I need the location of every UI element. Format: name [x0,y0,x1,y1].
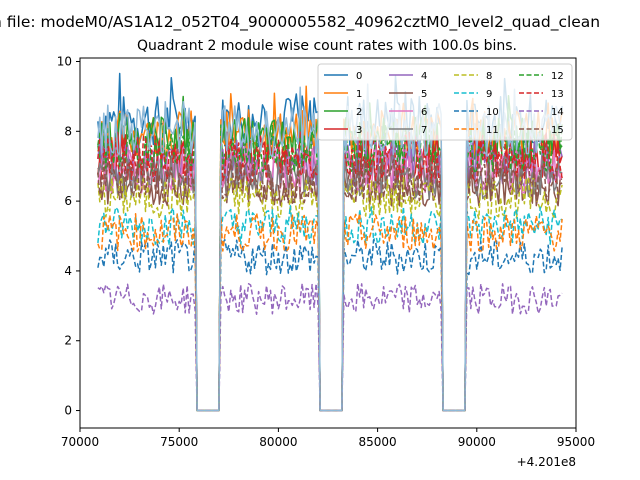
legend-label: 9 [486,89,492,100]
legend-label: 10 [486,107,499,118]
figure-suptitle: n file: modeM0/AS1A12_052T04_9000005582_… [0,13,600,32]
legend-label: 5 [421,89,427,100]
x-tick-label: 95000 [557,435,595,449]
series-line-8 [97,175,563,412]
x-tick-label: 75000 [160,435,198,449]
legend-label: 3 [356,125,362,136]
x-tick-label: 80000 [259,435,297,449]
legend-label: 2 [356,107,362,118]
legend-label: 11 [486,125,499,136]
series-line-11 [97,212,563,412]
series-line-10 [97,238,563,412]
legend-label: 0 [356,71,362,82]
series-line-14 [97,282,563,412]
plot-area [97,72,563,412]
legend-label: 14 [551,107,564,118]
legend-label: 1 [356,89,362,100]
y-tick-label: 2 [64,334,72,348]
legend-box [317,63,573,141]
x-tick-label: 85000 [359,435,397,449]
x-tick-label: 90000 [458,435,496,449]
x-offset-label: +4.201e8 [517,455,576,469]
legend-label: 7 [421,125,427,136]
legend-label: 4 [421,71,427,82]
legend-label: 12 [551,71,564,82]
x-axis-ticks: 70000 75000 80000 85000 90000 95000 [61,428,595,449]
axes-frame [79,57,577,429]
y-tick-label: 8 [64,124,72,138]
y-tick-label: 4 [64,264,72,278]
legend-label: 8 [486,71,492,82]
y-axis-ticks: 0 2 4 6 8 10 [57,54,80,418]
chart-title: Quadrant 2 module wise count rates with … [137,38,517,54]
y-tick-label: 6 [64,194,72,208]
y-tick-label: 0 [64,404,72,418]
y-tick-label: 10 [57,54,72,68]
x-tick-label: 70000 [61,435,99,449]
legend-label: 15 [551,125,564,136]
legend-label: 13 [551,89,564,100]
legend-label: 6 [421,107,427,118]
